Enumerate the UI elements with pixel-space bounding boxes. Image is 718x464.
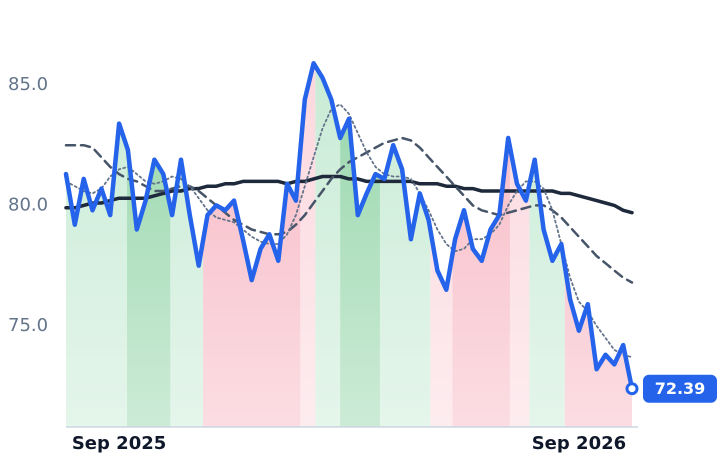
region [379, 63, 431, 427]
region [315, 63, 341, 427]
region [300, 63, 316, 427]
region [127, 63, 171, 427]
region [430, 63, 453, 427]
value-label-bg [643, 374, 717, 403]
region [509, 63, 530, 427]
region [203, 63, 301, 427]
x-tick-label: Sep 2025 [72, 433, 166, 454]
value-label: 72.39 [655, 379, 706, 398]
region [529, 63, 565, 427]
y-tick-label: 85.0 [8, 74, 48, 95]
line [64, 136, 634, 284]
line [65, 103, 633, 359]
y-tick-label: 75.0 [8, 315, 48, 336]
y-tick-label: 80.0 [8, 194, 48, 215]
line [63, 61, 635, 391]
region [170, 63, 204, 427]
region [340, 63, 380, 427]
last-point [625, 382, 639, 396]
x-tick-label: Sep 2026 [532, 433, 626, 454]
